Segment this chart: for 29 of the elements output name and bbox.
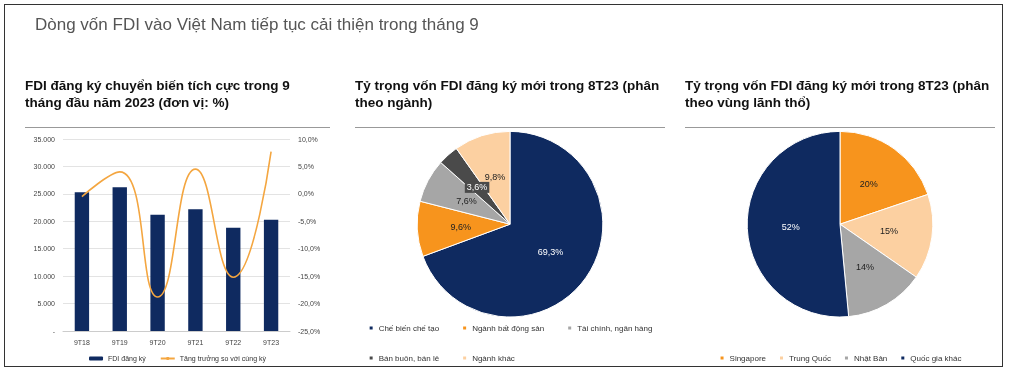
legend-label: Quốc gia khác <box>910 353 962 363</box>
legend-label: Ngành khác <box>472 353 515 363</box>
bar <box>188 209 203 331</box>
data-label: 69,3% <box>537 247 564 258</box>
data-label: 3,6% <box>466 182 488 193</box>
bar <box>112 187 127 331</box>
data-label: 20% <box>859 179 878 190</box>
data-label: 9,8% <box>484 172 506 183</box>
legend-label: Chế biến chế tạo <box>378 323 440 333</box>
data-label: 7,6% <box>456 195 477 206</box>
legend-label: Bán buôn, bán lẻ <box>378 353 440 363</box>
bar <box>74 192 90 331</box>
data-label: 14% <box>855 261 874 272</box>
bar <box>263 219 279 331</box>
legend-label: Singapore <box>729 353 767 363</box>
legend-label: Trung Quốc <box>789 353 831 363</box>
legend-label: Nhật Bản <box>853 353 888 363</box>
text: Dòng vốn FDI vào Việt Nam tiếp tục cải thiện trong tháng 9 <box>35 15 479 35</box>
bar <box>226 227 241 331</box>
chart-title: Tỷ trọng vốn FDI đăng ký mới trong 8T23 (phân theo vùng lãnh thổ) <box>685 77 995 128</box>
data-label: 15% <box>879 226 898 237</box>
legend-label: Ngành bất động sản <box>472 323 545 333</box>
data-label: 9,6% <box>450 221 471 232</box>
bar <box>150 214 165 331</box>
chart-title: FDI đăng ký chuyển biến tích cực trong 9 tháng đầu năm 2023 (đơn vị: %) <box>25 77 330 128</box>
data-label: 52% <box>781 221 800 232</box>
legend-label: Tài chính, ngân hàng <box>577 323 653 333</box>
line-series <box>81 150 272 298</box>
chart-title: Tỷ trọng vốn FDI đăng ký mới trong 8T23 (phân theo ngành) <box>355 77 665 128</box>
